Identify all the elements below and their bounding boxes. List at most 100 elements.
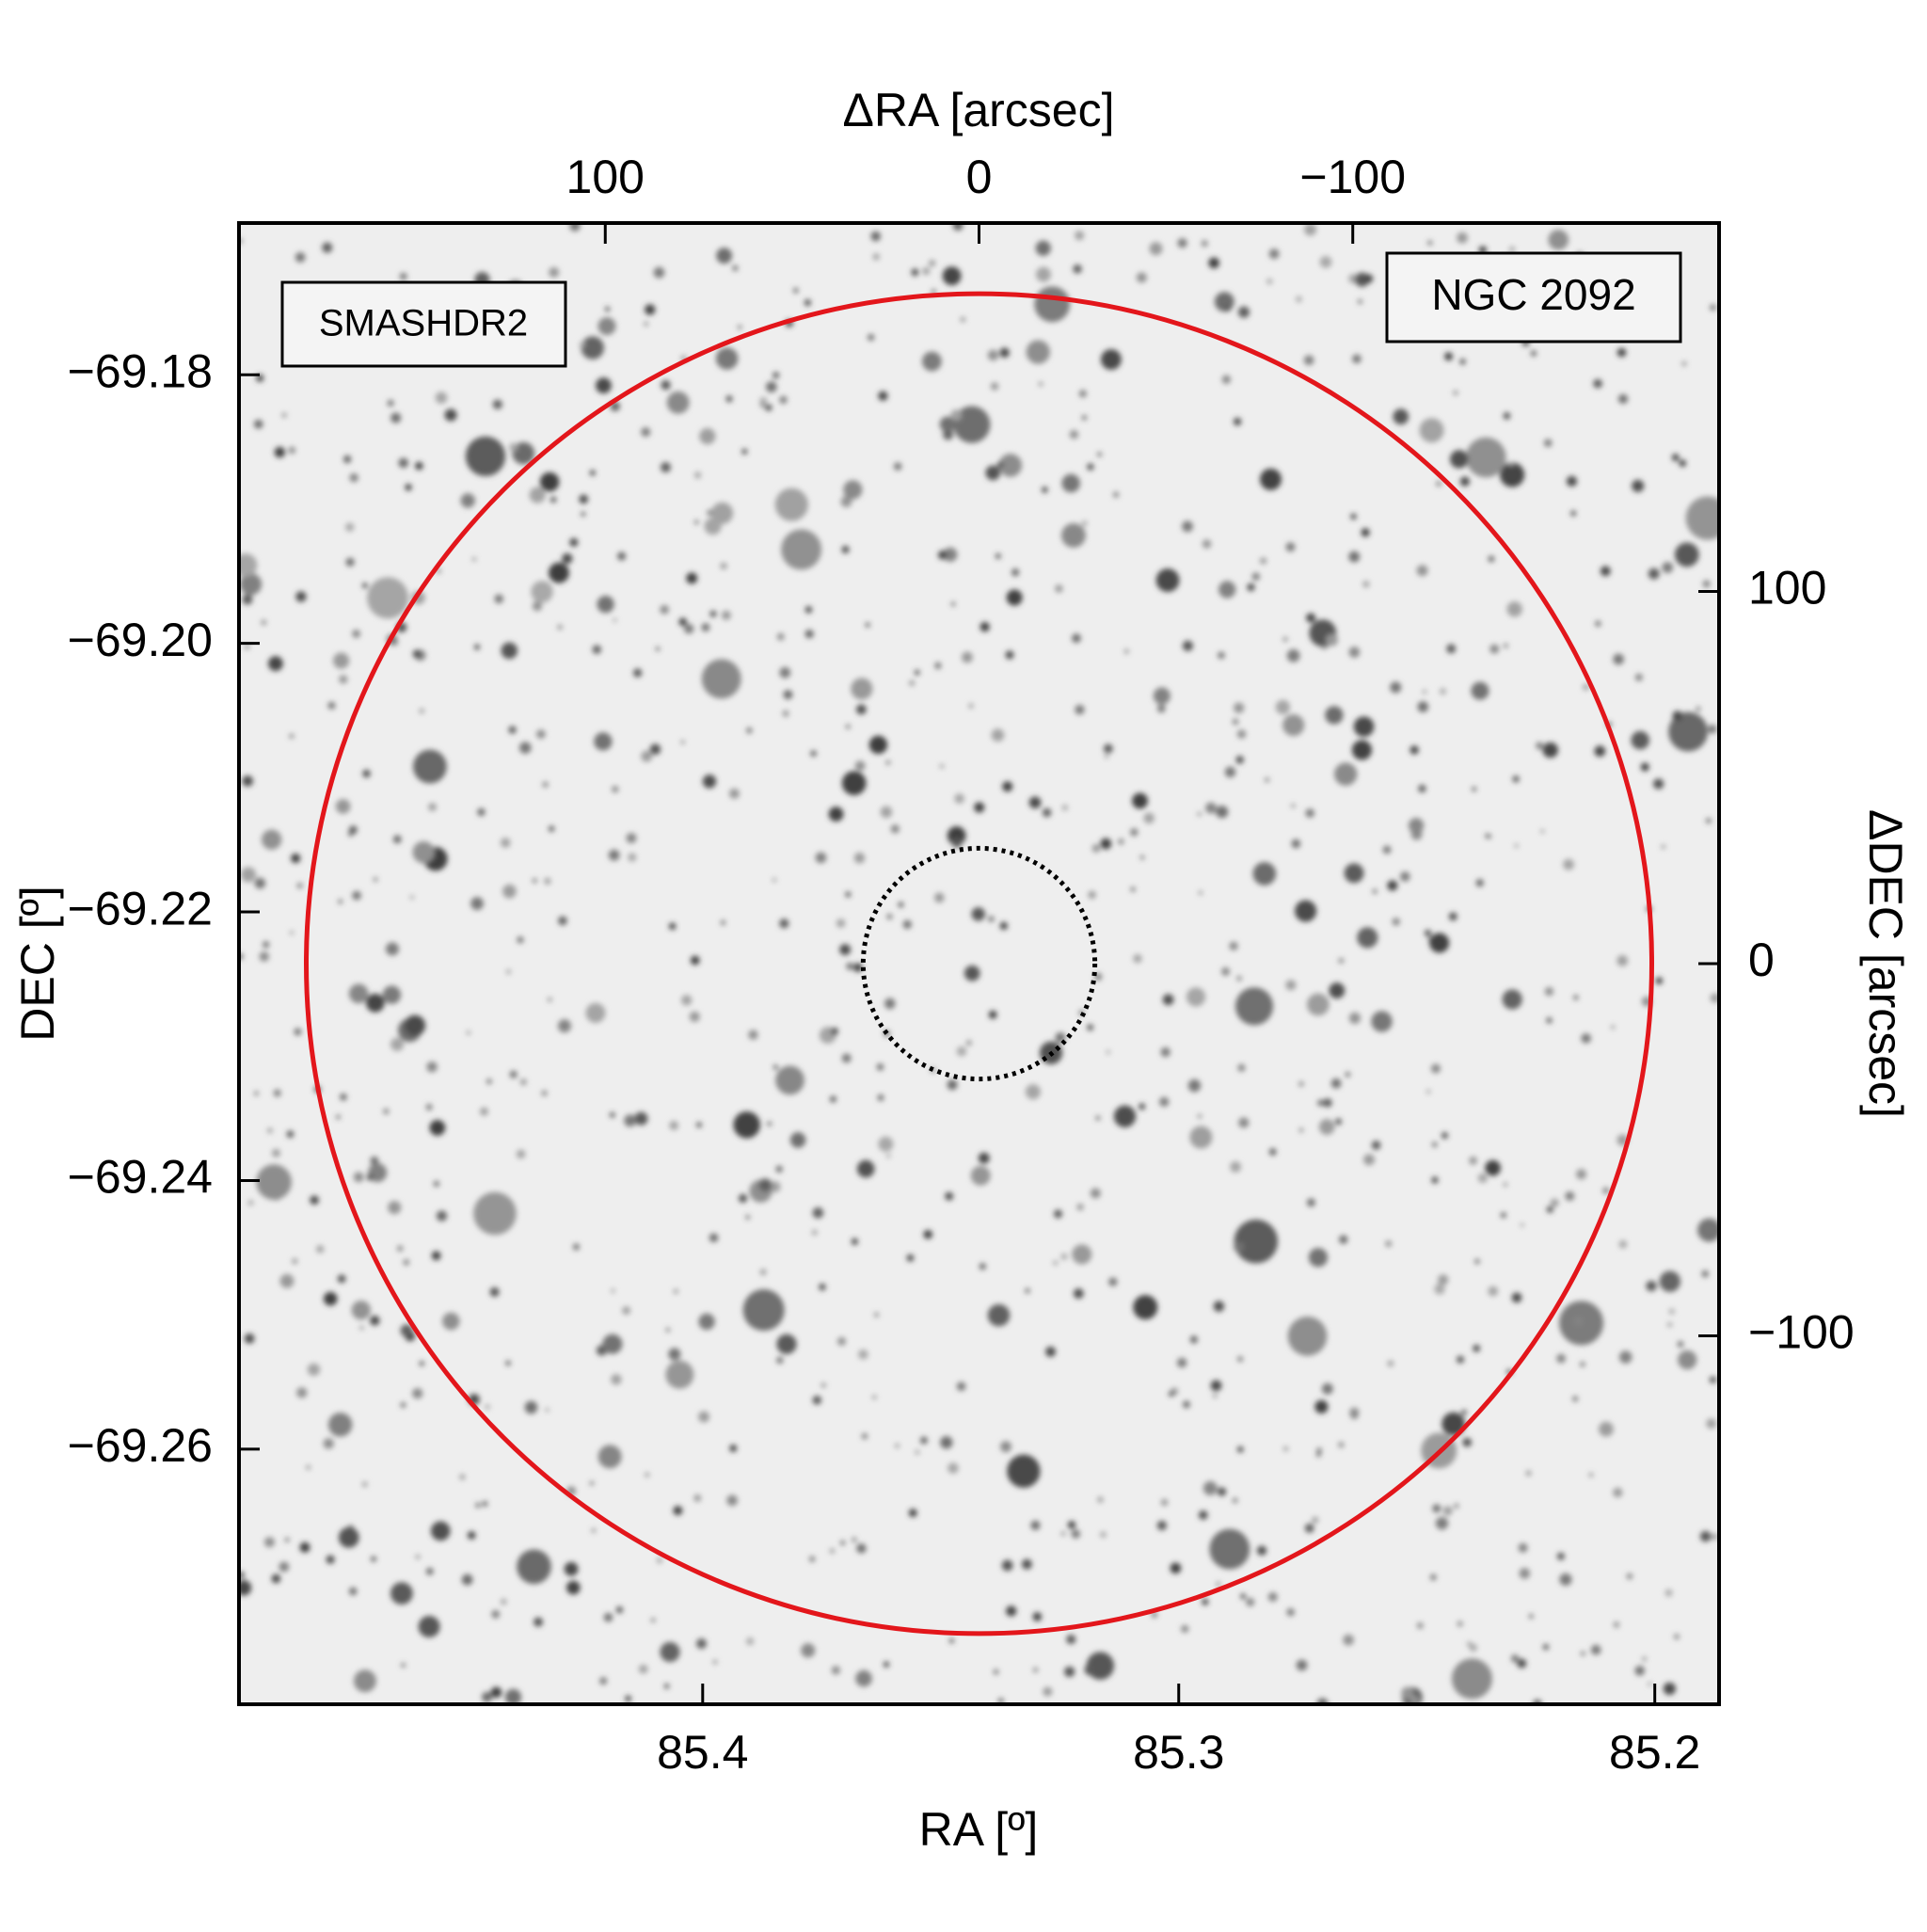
star [993,1669,999,1675]
star [1153,687,1171,705]
star [841,545,850,554]
star [1106,1049,1110,1055]
star [956,1381,966,1391]
star [1224,766,1236,778]
star [1061,805,1068,811]
star [500,838,511,848]
star [502,884,517,899]
star [1418,784,1426,793]
star [1465,437,1506,478]
star [1011,568,1020,577]
star [615,1606,624,1614]
star [1712,1534,1717,1540]
star [532,601,543,612]
star [1427,240,1433,246]
star [1260,468,1282,490]
star [1685,496,1719,540]
star [611,1288,615,1293]
star [569,223,581,232]
star [951,838,963,848]
star [673,1506,683,1516]
star [1042,487,1048,493]
star [482,1501,488,1507]
star [923,1230,933,1239]
star [1078,390,1087,398]
star [1095,1115,1101,1121]
star [1000,1441,1011,1453]
star [1662,562,1674,573]
star [286,1130,295,1139]
star [296,1387,308,1398]
star [366,1174,374,1181]
star [426,1062,438,1073]
star [776,1333,797,1354]
star [382,985,402,1004]
x-tick-label: 85.2 [1609,1726,1700,1779]
aperture-circle [860,845,1098,1082]
star [558,916,567,926]
star [858,1349,868,1360]
star [1197,811,1202,817]
star [351,1300,371,1320]
star [1563,858,1574,870]
star [494,594,503,604]
star [1282,636,1288,642]
star [1084,1664,1096,1676]
star [1674,542,1699,567]
star [299,1541,311,1553]
star [663,1684,670,1689]
star [954,793,964,804]
star [1602,1187,1610,1194]
star [1237,306,1250,318]
star [1546,1017,1553,1024]
star [1580,1361,1585,1367]
star [316,1245,325,1253]
star [738,325,742,329]
star [473,1191,517,1236]
star [1030,1520,1041,1530]
star [1559,1573,1572,1586]
star [1528,1614,1534,1620]
star [1236,1445,1244,1453]
star [1071,1529,1080,1539]
star [1230,1161,1241,1173]
star [542,781,549,788]
star [1634,673,1643,681]
star [1409,745,1419,755]
star [1214,292,1234,312]
star [1599,1421,1614,1437]
star [1431,1142,1438,1148]
star [845,724,851,729]
star [721,610,731,620]
star [1285,542,1296,552]
star [404,1014,426,1036]
star [1422,689,1427,695]
star [1348,551,1361,563]
star [970,1165,991,1186]
star [519,742,532,754]
star [267,1127,273,1133]
star [254,877,266,889]
star [460,493,475,508]
star [245,645,250,650]
star [1181,1624,1189,1633]
star [1671,454,1680,462]
star [960,316,965,323]
star [1282,713,1305,737]
star [339,675,348,684]
star [1183,1400,1190,1409]
star [1659,1270,1680,1292]
star [661,462,671,472]
star [1348,647,1361,658]
star [294,1028,302,1036]
star [400,1402,406,1408]
star [1306,613,1316,623]
star [877,1094,884,1101]
star [371,1556,376,1562]
star [855,1669,872,1687]
star [585,1002,606,1023]
overlay [304,291,1654,1637]
star [536,729,546,739]
star [939,416,956,433]
star [987,349,999,361]
